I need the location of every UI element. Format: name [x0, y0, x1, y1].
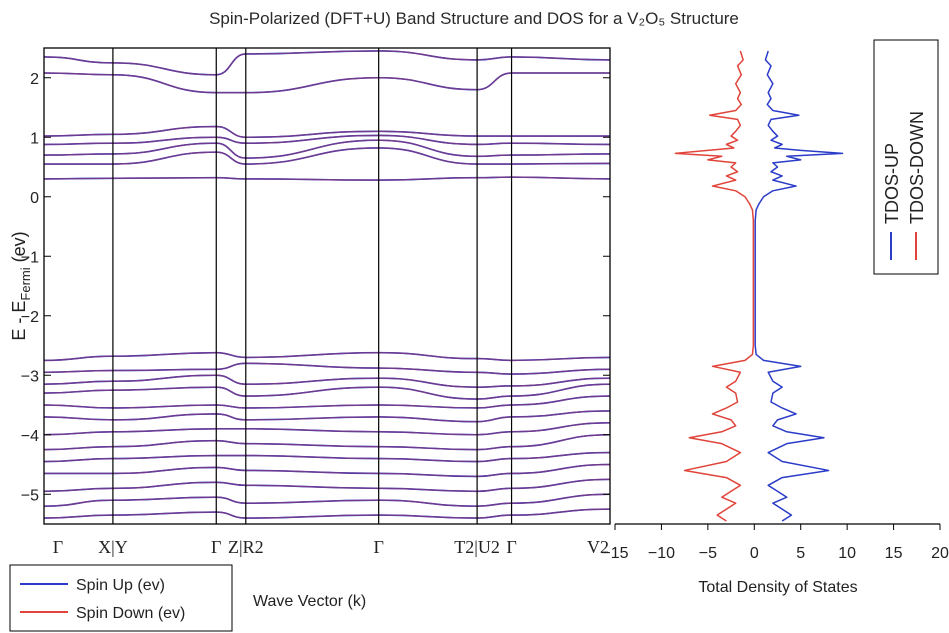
- chart-title: Spin-Polarized (DFT+U) Band Structure an…: [209, 9, 739, 28]
- band-line-down: [44, 493, 610, 507]
- band-line-down: [44, 395, 610, 409]
- x-tick-label: −10: [648, 545, 675, 562]
- band-line-down: [44, 147, 610, 165]
- dos-lines: [674, 50, 844, 522]
- y-tick-label: 2: [30, 71, 39, 88]
- band-line-up: [44, 508, 610, 519]
- y-tick-label: 1: [30, 130, 39, 147]
- y-tick-label: −2: [21, 309, 39, 326]
- legend-spin-down-label: Spin Down (ev): [76, 605, 185, 622]
- legend-spin-up-label: Spin Up (ev): [76, 577, 165, 594]
- x-tick-label: 15: [885, 545, 903, 562]
- band-lines: [44, 50, 610, 519]
- band-line-down: [44, 72, 610, 94]
- band-plot: 2 1 0 −1 −2 −3 −4 −5 Γ X|Y Γ Z|R2 Γ T2|U2 Γ V2 E - EFe…: [9, 47, 611, 610]
- x-tick-label: 20: [931, 545, 949, 562]
- tdos-down-line: [674, 50, 755, 522]
- band-line-down: [44, 50, 610, 76]
- legend-tdos-down-label: TDOS-DOWN: [907, 111, 927, 224]
- band-line-up: [44, 422, 610, 436]
- band-line-up: [44, 463, 610, 478]
- band-line-down: [44, 351, 610, 362]
- band-line-down: [44, 139, 610, 159]
- dos-legend-box: [873, 39, 939, 275]
- kpoint-label: T2|U2: [454, 537, 500, 557]
- band-line-down: [44, 434, 610, 451]
- y-tick-label: −5: [21, 487, 39, 504]
- band-frame: [43, 47, 611, 525]
- kpoint-label: Γ: [506, 537, 516, 557]
- band-line-down: [44, 176, 610, 181]
- band-line-down: [44, 422, 610, 436]
- kpoint-label: X|Y: [98, 537, 128, 557]
- kpoint-label: Γ: [211, 537, 221, 557]
- tdos-up-line: [754, 50, 844, 522]
- kpoint-label: Γ: [53, 537, 63, 557]
- band-line-down: [44, 410, 610, 423]
- band-line-down: [44, 478, 610, 492]
- y-label-main: E - E: [9, 301, 29, 341]
- y-label-sub: Fermi: [18, 267, 33, 300]
- band-line-down: [44, 362, 610, 375]
- band-line-down: [44, 463, 610, 478]
- band-y-axis-label: E - EFermi (ev): [9, 231, 33, 340]
- band-line-up: [44, 433, 610, 451]
- dos-legend: TDOS-UP TDOS-DOWN: [873, 39, 939, 275]
- band-line-up: [44, 478, 610, 493]
- dos-xticks: −15 −10 −5 0 5 10 15 20: [601, 524, 949, 562]
- y-tick-label: 0: [30, 190, 39, 207]
- x-tick-label: 0: [750, 545, 759, 562]
- x-tick-label: 5: [796, 545, 805, 562]
- band-line-down: [44, 374, 610, 388]
- band-legend-box: [9, 564, 233, 632]
- band-yticks: 2 1 0 −1 −2 −3 −4 −5: [21, 71, 610, 504]
- band-line-down: [44, 125, 610, 138]
- y-label-suffix: (ev): [9, 231, 29, 267]
- band-line-down: [44, 134, 610, 146]
- x-tick-label: −15: [601, 545, 628, 562]
- legend-tdos-up-label: TDOS-UP: [882, 143, 902, 224]
- dos-plot: −15 −10 −5 0 5 10 15 20 Total Density of States: [601, 50, 949, 596]
- band-legend: Spin Up (ev) Spin Down (ev): [9, 564, 233, 632]
- band-line-up: [44, 362, 610, 375]
- x-tick-label: −5: [699, 545, 717, 562]
- x-tick-label: 10: [838, 545, 856, 562]
- y-tick-label: −3: [21, 368, 39, 385]
- kpoint-label: Γ: [373, 537, 383, 557]
- kpoint-label: Z|R2: [228, 537, 264, 557]
- dos-x-axis-label: Total Density of States: [698, 579, 857, 596]
- band-kpoint-labels: Γ X|Y Γ Z|R2 Γ T2|U2 Γ V2: [53, 537, 609, 557]
- y-tick-label: −1: [21, 249, 39, 266]
- band-dividers: [112, 48, 513, 524]
- band-x-axis-label: Wave Vector (k): [253, 593, 366, 610]
- kpoint-label: V2: [587, 537, 609, 557]
- y-tick-label: −4: [21, 428, 39, 445]
- band-line-down: [44, 451, 610, 463]
- band-line-up: [44, 147, 610, 165]
